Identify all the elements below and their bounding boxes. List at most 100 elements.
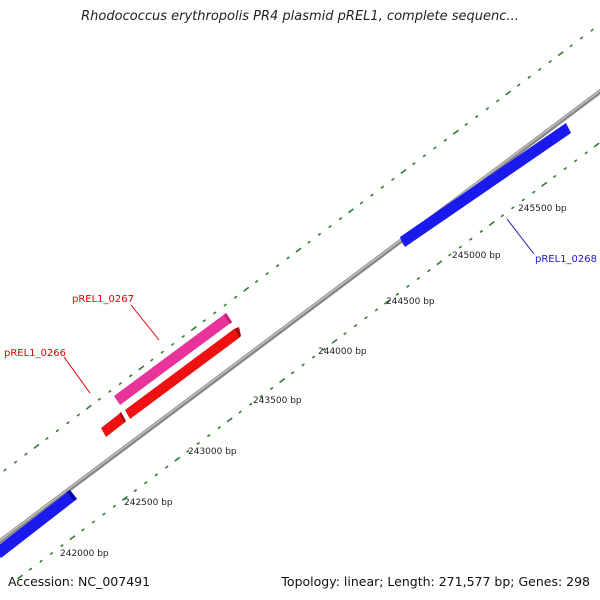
tick-label: 245500 bp: [518, 204, 567, 214]
minor-tick: [133, 488, 138, 493]
minor-tick: [76, 413, 81, 417]
minor-tick: [181, 334, 185, 339]
tick-label: 244500 bp: [386, 297, 435, 307]
major-tick: [347, 208, 354, 214]
minor-tick: [91, 520, 96, 524]
minor-tick: [338, 217, 343, 221]
major-tick: [190, 326, 197, 332]
major-tick: [331, 338, 338, 344]
minor-tick: [286, 256, 290, 260]
minor-tick: [160, 350, 164, 354]
minor-tick: [248, 402, 253, 406]
summary-text: Topology: linear; Length: 271,577 bp; Ge…: [281, 574, 590, 589]
minor-tick: [433, 146, 437, 150]
major-tick: [557, 51, 564, 57]
minor-tick: [49, 551, 54, 556]
gene-label-pREL1_0266[interactable]: pREL1_0266: [4, 348, 66, 359]
minor-tick: [254, 279, 259, 284]
gene-feature-pREL1_0266[interactable]: [125, 327, 241, 419]
minor-tick: [311, 355, 316, 359]
label-leaders: [63, 218, 535, 394]
minor-tick: [108, 389, 112, 394]
minor-tick: [552, 174, 557, 179]
minor-tick: [511, 206, 515, 210]
major-tick: [174, 456, 181, 462]
minor-tick: [328, 224, 332, 229]
gene-features: [0, 123, 571, 558]
major-tick: [541, 181, 548, 187]
minor-tick: [118, 381, 123, 386]
minor-tick: [112, 504, 117, 508]
minor-tick: [412, 162, 416, 166]
minor-tick: [269, 386, 274, 391]
gene-feature-pREL1_0266-fragment[interactable]: [101, 412, 126, 437]
minor-tick: [154, 473, 159, 477]
gene-feature-blue-left[interactable]: [0, 490, 77, 558]
minor-tick: [186, 449, 190, 453]
minor-tick: [165, 465, 169, 469]
minor-tick: [527, 75, 531, 79]
major-tick: [33, 443, 40, 450]
tick-label: 245000 bp: [452, 251, 501, 261]
minor-tick: [584, 151, 588, 155]
gene-feature-pREL1_0267[interactable]: [114, 313, 232, 405]
minor-tick: [475, 114, 479, 119]
inner-tick-track: [16, 142, 600, 580]
major-tick: [138, 365, 145, 371]
gene-labels: pREL1_0266 pREL1_0267 pREL1_0268: [4, 254, 597, 359]
minor-tick: [427, 269, 431, 273]
map-title: Rhodococcus erythropolis PR4 plasmid pRE…: [81, 9, 519, 24]
minor-tick: [496, 99, 500, 103]
gene-label-pREL1_0267[interactable]: pREL1_0267: [72, 294, 134, 305]
minor-tick: [66, 421, 70, 425]
minor-tick: [238, 410, 242, 414]
accession-text: Accession: NC_007491: [8, 574, 151, 589]
tick-label: 242000 bp: [60, 549, 109, 559]
minor-tick: [579, 36, 584, 40]
minor-tick: [81, 528, 85, 532]
gene-feature-pREL1_0268[interactable]: [400, 123, 571, 247]
minor-tick: [464, 122, 469, 127]
major-tick: [85, 404, 92, 410]
minor-tick: [144, 481, 148, 485]
minor-tick: [395, 292, 400, 296]
minor-tick: [485, 107, 490, 111]
minor-tick: [563, 166, 567, 171]
minor-tick: [317, 232, 322, 236]
minor-tick: [129, 374, 133, 378]
minor-tick: [322, 347, 326, 351]
minor-tick: [548, 59, 552, 64]
major-tick: [226, 417, 233, 423]
leader-pREL1_0267: [130, 304, 160, 341]
position-tick-labels: 242000 bp 242500 bp 243000 bp 243500 bp …: [60, 204, 567, 559]
tick-label: 244000 bp: [318, 347, 367, 357]
minor-tick: [3, 468, 7, 472]
minor-tick: [307, 240, 311, 244]
minor-tick: [370, 193, 374, 197]
minor-tick: [353, 324, 358, 328]
leader-pREL1_0268: [506, 218, 535, 255]
minor-tick: [391, 177, 395, 181]
minor-tick: [516, 83, 521, 87]
minor-tick: [259, 394, 263, 398]
major-tick: [400, 168, 407, 175]
minor-tick: [479, 229, 484, 234]
minor-tick: [416, 276, 421, 281]
minor-tick: [290, 371, 295, 375]
minor-tick: [97, 397, 102, 401]
tick-label: 243500 bp: [253, 396, 302, 406]
gene-label-pREL1_0268[interactable]: pREL1_0268: [535, 254, 597, 265]
major-tick: [295, 247, 302, 253]
minor-tick: [573, 159, 578, 163]
minor-tick: [500, 214, 505, 218]
minor-tick: [406, 284, 410, 288]
tick-label: 243000 bp: [188, 447, 237, 457]
minor-tick: [443, 138, 448, 142]
minor-tick: [537, 67, 542, 72]
backbone-line: [0, 88, 600, 545]
minor-tick: [521, 198, 525, 202]
minor-tick: [374, 308, 379, 312]
minor-tick: [301, 363, 305, 367]
major-tick: [436, 260, 443, 266]
minor-tick: [212, 311, 217, 315]
